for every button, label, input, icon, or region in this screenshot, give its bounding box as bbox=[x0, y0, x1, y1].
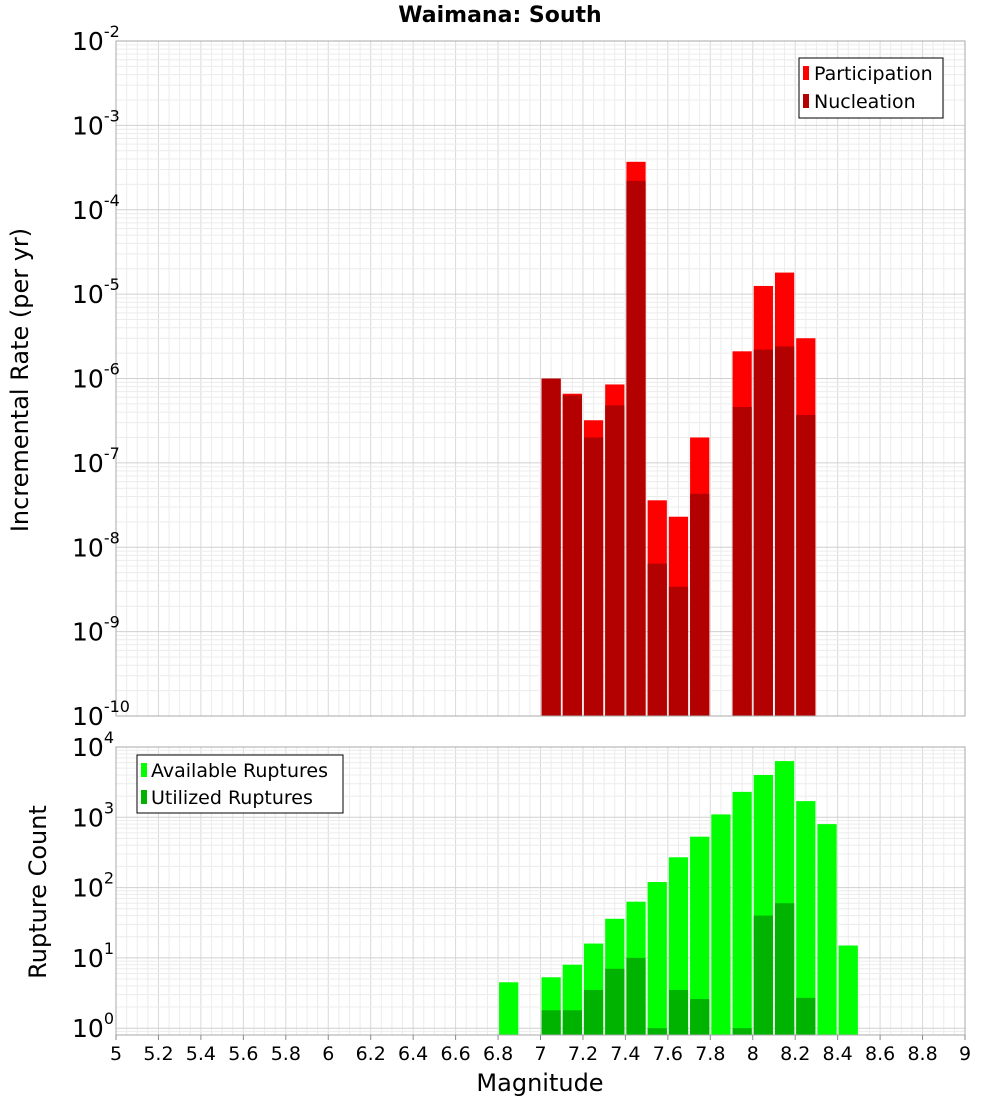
bottom-bar-utilized-ruptures bbox=[562, 1010, 582, 1035]
top-legend-box bbox=[798, 57, 944, 119]
top-y-tick-label: 10-9 bbox=[72, 613, 120, 647]
legend-label-nucleation: Nucleation bbox=[814, 91, 916, 113]
bottom-bar-available-ruptures bbox=[817, 824, 837, 1035]
bottom-y-tick-label: 102 bbox=[72, 869, 114, 903]
x-tick-label: 8.2 bbox=[780, 1043, 810, 1065]
x-tick-label: 8 bbox=[747, 1043, 759, 1065]
top-bar-nucleation bbox=[647, 563, 667, 716]
bottom-bar-utilized-ruptures bbox=[541, 1010, 561, 1035]
x-tick-label: 6.2 bbox=[356, 1043, 386, 1065]
bottom-bar-available-ruptures bbox=[690, 836, 710, 1035]
top-y-tick-label: 10-8 bbox=[72, 528, 120, 562]
bottom-bar-available-ruptures bbox=[711, 814, 731, 1035]
x-ticks: 5 5.2 5.4 5.6 5.8 6 6.2 6.4 6.6 6.8 7 7.2 7.4 7.6 7.8 8… bbox=[110, 1035, 971, 1065]
top-bar-nucleation bbox=[626, 180, 646, 716]
x-tick-label: 6 bbox=[322, 1043, 334, 1065]
bottom-bar-utilized-ruptures bbox=[605, 968, 625, 1035]
bottom-bar-utilized-ruptures bbox=[626, 957, 646, 1035]
legend-label-participation: Participation bbox=[814, 63, 933, 85]
bottom-panel: 100 101 102 103 104 5 5.2 5.4 5.6 5.8 6 6.2 6.4 6.6 6… bbox=[24, 728, 971, 1097]
chart-title: Waimana: South bbox=[398, 3, 601, 28]
x-tick-label: 7.4 bbox=[610, 1043, 640, 1065]
bottom-y-tick-label: 104 bbox=[72, 728, 114, 762]
x-tick-label: 6.6 bbox=[440, 1043, 470, 1065]
bottom-bar-available-ruptures bbox=[499, 982, 519, 1035]
top-bar-nucleation bbox=[562, 395, 582, 716]
bottom-y-tick-label: 103 bbox=[72, 798, 114, 832]
top-y-tick-label: 10-4 bbox=[72, 191, 120, 225]
bottom-bar-utilized-ruptures bbox=[753, 915, 773, 1035]
bottom-y-tick-label: 100 bbox=[72, 1009, 114, 1043]
x-axis-label: Magnitude bbox=[476, 1069, 603, 1097]
x-tick-label: 5.8 bbox=[271, 1043, 301, 1065]
top-bar-nucleation bbox=[668, 586, 689, 716]
bottom-legend-box bbox=[136, 754, 344, 814]
top-panel: 10-10 10-9 10-8 10-7 10-6 10-5 10-4 10-3 10-2 In… bbox=[6, 22, 966, 731]
x-tick-label: 7.8 bbox=[695, 1043, 725, 1065]
x-tick-label: 7 bbox=[534, 1043, 546, 1065]
bottom-bar-available-ruptures bbox=[796, 801, 816, 1035]
bottom-bar-available-ruptures bbox=[838, 945, 858, 1035]
bottom-bar-utilized-ruptures bbox=[647, 1028, 667, 1035]
top-grid bbox=[115, 41, 966, 717]
legend-label-available: Available Ruptures bbox=[151, 760, 328, 782]
bottom-y-axis-label: Rupture Count bbox=[24, 805, 52, 979]
x-tick-label: 5.6 bbox=[228, 1043, 258, 1065]
top-y-tick-label: 10-6 bbox=[72, 360, 120, 394]
x-tick-label: 5 bbox=[110, 1043, 122, 1065]
top-y-tick-label: 10-5 bbox=[72, 275, 120, 309]
legend-swatch-participation bbox=[803, 66, 809, 80]
top-legend: Participation Nucleation bbox=[798, 57, 944, 119]
legend-swatch-utilized bbox=[141, 790, 147, 804]
top-bar-nucleation bbox=[732, 406, 752, 716]
x-tick-label: 7.6 bbox=[653, 1043, 683, 1065]
bottom-y-ticks: 100 101 102 103 104 bbox=[72, 728, 114, 1043]
top-bar-nucleation bbox=[541, 378, 561, 716]
bottom-bar-utilized-ruptures bbox=[690, 999, 710, 1035]
bottom-bars bbox=[499, 761, 858, 1035]
top-y-tick-label: 10-10 bbox=[72, 697, 130, 731]
legend-swatch-nucleation bbox=[803, 94, 809, 108]
bottom-legend: Available Ruptures Utilized Ruptures bbox=[136, 754, 344, 814]
bottom-bar-available-ruptures bbox=[732, 791, 752, 1035]
x-tick-label: 9 bbox=[959, 1043, 971, 1065]
bottom-bar-utilized-ruptures bbox=[796, 997, 816, 1035]
top-bars bbox=[541, 161, 816, 716]
x-tick-label: 8.4 bbox=[823, 1043, 853, 1065]
bottom-y-tick-label: 101 bbox=[72, 939, 114, 973]
x-tick-label: 5.4 bbox=[186, 1043, 216, 1065]
top-y-tick-label: 10-2 bbox=[72, 22, 120, 56]
x-tick-label: 6.4 bbox=[398, 1043, 428, 1065]
bottom-bar-utilized-ruptures bbox=[774, 903, 795, 1035]
top-bar-nucleation bbox=[605, 405, 625, 716]
top-bar-nucleation bbox=[753, 349, 773, 716]
x-tick-label: 8.8 bbox=[907, 1043, 937, 1065]
bottom-bar-available-ruptures bbox=[647, 882, 667, 1035]
x-tick-label: 7.2 bbox=[568, 1043, 598, 1065]
top-y-ticks: 10-10 10-9 10-8 10-7 10-6 10-5 10-4 10-3 10-2 bbox=[72, 22, 130, 731]
top-bar-nucleation bbox=[690, 493, 710, 716]
top-plot-frame bbox=[115, 40, 966, 717]
x-tick-label: 8.6 bbox=[865, 1043, 895, 1065]
x-tick-label: 6.8 bbox=[483, 1043, 513, 1065]
top-y-tick-label: 10-3 bbox=[72, 106, 120, 140]
bottom-bar-utilized-ruptures bbox=[732, 1028, 752, 1035]
top-y-tick-label: 10-7 bbox=[72, 444, 120, 478]
legend-swatch-available bbox=[141, 763, 147, 777]
legend-label-utilized: Utilized Ruptures bbox=[151, 787, 313, 809]
top-bar-nucleation bbox=[774, 346, 795, 716]
x-tick-label: 5.2 bbox=[143, 1043, 173, 1065]
top-bar-nucleation bbox=[583, 437, 604, 716]
top-bar-nucleation bbox=[796, 414, 816, 716]
bottom-bar-utilized-ruptures bbox=[668, 989, 689, 1035]
bottom-bar-utilized-ruptures bbox=[583, 989, 604, 1035]
top-y-axis-label: Incremental Rate (per yr) bbox=[6, 228, 34, 532]
